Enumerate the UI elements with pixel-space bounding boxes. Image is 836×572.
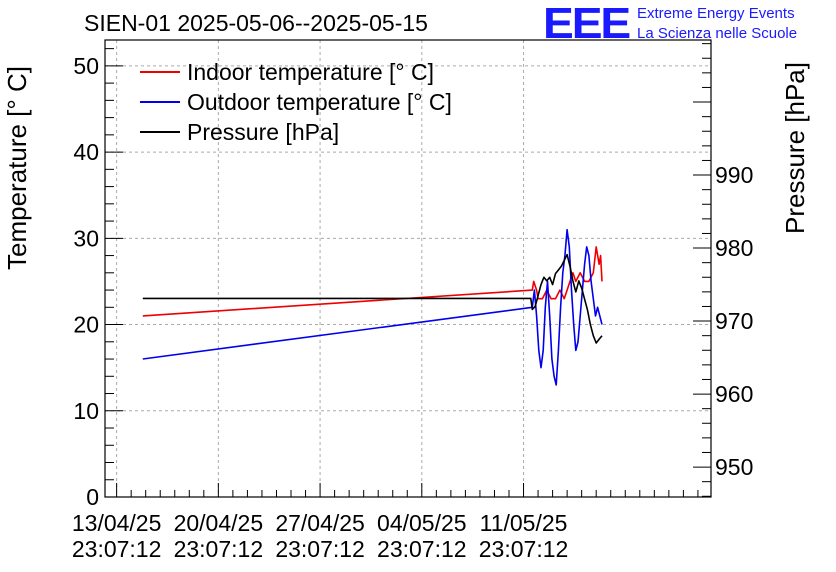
y2-tick-label: 990 [715,162,753,188]
x-tick-label-date: 20/04/25 [174,510,264,536]
logo-line-1: Extreme Energy Events [637,5,795,22]
legend-label: Pressure [hPa] [187,119,339,145]
x-tick-label-time: 23:07:12 [174,536,264,562]
x-tick-label-time: 23:07:12 [275,536,365,562]
x-tick-label-time: 23:07:12 [479,536,569,562]
x-tick-label-date: 04/05/25 [377,510,467,536]
x-tick-label-date: 27/04/25 [275,510,365,536]
y2-tick-label: 950 [715,454,753,480]
y-axis-label-left: Temperature [° C] [2,65,32,270]
x-tick-label-date: 13/04/25 [72,510,162,536]
x-tick-label-date: 11/05/25 [480,510,568,536]
legend-label: Indoor temperature [° C] [187,59,434,85]
series-layer [142,228,603,386]
x-tick-label-time: 23:07:12 [72,536,162,562]
y-tick-label: 10 [73,398,99,424]
axis-layer: 0102030405095096097098099013/04/2523:07:… [72,43,753,562]
y-tick-label: 0 [86,484,99,510]
eee-logo-mark: EEE [543,0,631,48]
y2-tick-label: 960 [715,381,753,407]
series-line-outdoor [142,228,603,386]
y-axis-label-right: Pressure [hPa] [780,62,810,234]
eee-logo-text: Extreme Energy Events La Scienza nelle S… [637,4,797,44]
chart-title: SIEN-01 2025-05-06--2025-05-15 [84,10,428,36]
logo-line-2: La Scienza nelle Scuole [637,25,798,42]
y-tick-label: 30 [73,225,99,251]
y2-tick-label: 980 [715,235,753,261]
x-tick-label-time: 23:07:12 [377,536,467,562]
plot-frame [104,39,712,498]
y-tick-label: 20 [73,312,99,338]
y-tick-label: 50 [73,53,99,79]
legend-label: Outdoor temperature [° C] [187,89,452,115]
y-tick-label: 40 [73,139,99,165]
series-line-pressure [142,253,603,344]
y2-tick-label: 970 [715,308,753,334]
legend: Indoor temperature [° C] Outdoor temperat… [140,59,452,145]
